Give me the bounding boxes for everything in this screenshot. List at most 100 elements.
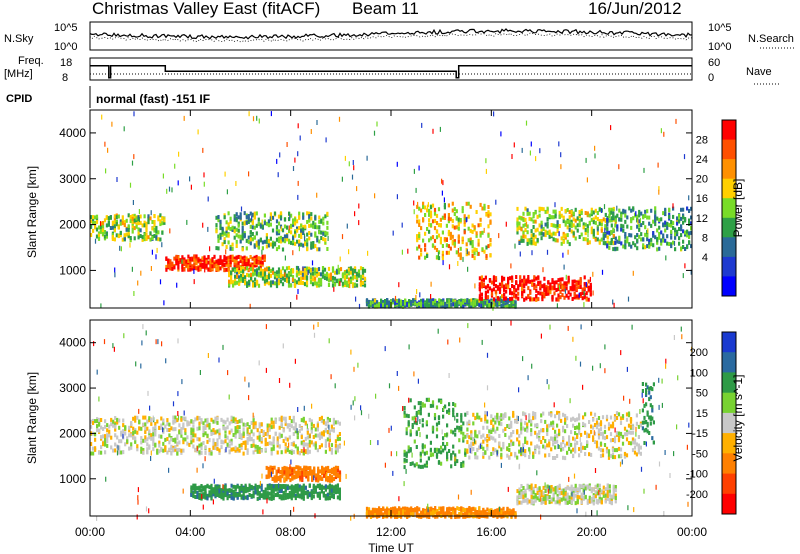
echo-cell [168,433,171,438]
echo-cell [312,494,315,499]
echo-cell [308,231,311,235]
echo-cell [410,508,413,513]
echo-cell [592,232,595,237]
echo-cell [170,437,173,442]
echo-cell [610,241,613,246]
speckle [601,269,604,275]
echo-cell [226,425,229,430]
echo-cell [288,229,291,234]
echo-cell [237,221,240,226]
echo-cell [564,235,567,240]
echo-cell [476,511,479,516]
echo-cell [270,493,273,498]
echo-cell [503,276,506,281]
echo-cell [98,428,101,433]
speckle [226,189,228,195]
echo-cell [236,447,239,452]
echo-cell [456,506,459,511]
speckle [373,130,376,136]
echo-cell [150,436,153,441]
echo-cell [243,267,246,271]
echo-cell [426,227,429,231]
echo-cell [237,228,240,233]
echo-cell [212,431,215,435]
echo-cell [178,423,181,428]
speckle [299,135,301,141]
echo-cell [678,241,681,246]
echo-cell [539,291,542,296]
echo-cell [556,223,559,228]
echo-cell [478,512,481,517]
speckle [297,289,299,294]
echo-cell [207,260,210,265]
echo-cell [517,284,520,289]
echo-cell [596,231,599,235]
echo-cell [306,442,309,447]
echo-cell [332,471,336,476]
echo-cell [378,509,381,514]
echo-cell [165,267,168,272]
echo-cell [606,219,609,224]
echo-cell [535,297,538,302]
echo-cell [248,279,251,284]
echo-cell [447,232,450,237]
echo-cell [267,474,270,479]
echo-cell [284,495,287,500]
echo-cell [453,225,456,230]
echo-cell [320,486,323,491]
echo-cell [523,275,526,280]
speckle [143,232,145,238]
echo-cell [581,296,584,301]
echo-cell [144,430,147,434]
echo-cell [554,209,557,214]
speckle [358,303,361,309]
echo-cell [295,470,298,475]
echo-cell [424,213,427,217]
echo-cell [224,429,227,434]
echo-cell [296,450,299,455]
echo-cell [422,298,425,303]
echo-cell [241,229,244,234]
echo-cell [228,494,231,498]
echo-cell [664,220,667,225]
speckle [514,243,516,249]
echo-cell [242,269,245,274]
echo-cell [338,496,341,501]
echo-cell [511,278,514,283]
echo-cell [180,417,183,422]
echo-cell [281,471,284,476]
echo-cell [238,489,241,494]
echo-cell [293,469,296,474]
echo-cell [539,280,542,285]
echo-cell [680,216,683,221]
speckle [474,283,476,289]
echo-cell [538,206,541,211]
echo-cell [124,442,127,447]
echo-cell [277,278,281,283]
echo-cell [612,227,615,232]
echo-cell [355,271,359,276]
echo-cell [273,281,277,286]
echo-cell [210,493,213,498]
echo-cell [152,442,155,447]
echo-cell [114,424,117,429]
echo-cell [386,511,389,515]
echo-cell [295,272,299,277]
echo-cell [376,508,379,513]
echo-cell [256,488,259,492]
echo-cell [117,225,120,230]
echo-cell [516,217,519,222]
echo-cell [447,229,450,234]
echo-cell [231,246,234,251]
echo-cell [550,232,553,237]
echo-cell [247,235,250,240]
echo-cell [570,229,573,234]
echo-cell [324,427,327,432]
echo-cell [688,235,691,239]
echo-cell [284,449,287,454]
echo-cell [228,282,231,287]
echo-cell [261,269,265,273]
echo-cell [586,240,589,245]
echo-cell [208,493,211,498]
echo-cell [184,437,187,442]
